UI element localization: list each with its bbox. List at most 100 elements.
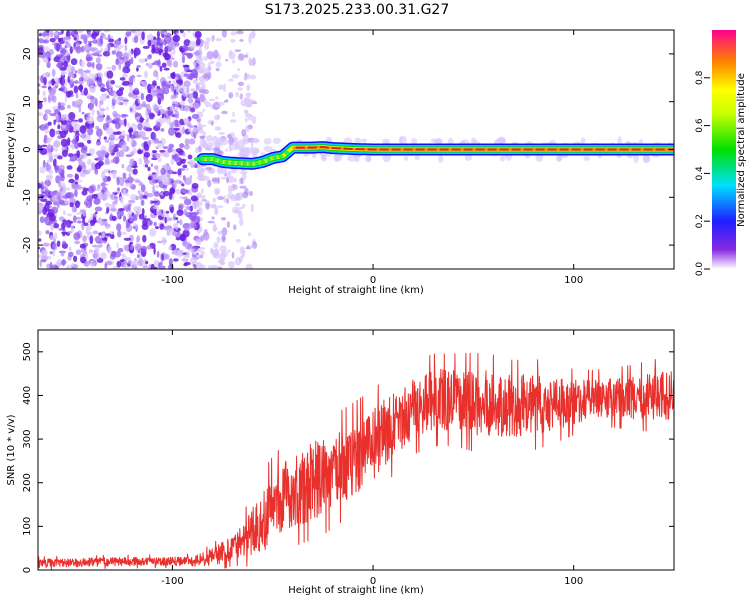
noise-point: [134, 243, 142, 251]
noise-point: [57, 203, 60, 209]
noise-point: [70, 58, 78, 66]
noise-point: [74, 189, 78, 198]
noise-point: [40, 259, 47, 263]
noise-point: [76, 30, 84, 34]
chart-title: S173.2025.233.00.31.G27: [265, 2, 450, 18]
noise-point: [68, 246, 72, 252]
noise-point: [67, 104, 71, 109]
noise-point: [61, 30, 64, 35]
noise-point: [179, 219, 183, 226]
noise-point: [45, 115, 48, 120]
halo-point: [633, 153, 639, 163]
noise-point: [151, 150, 158, 154]
noise-point: [128, 58, 132, 65]
noise-point: [91, 194, 98, 199]
noise-point: [151, 200, 159, 204]
noise-point: [111, 215, 117, 222]
noise-point: [134, 179, 141, 183]
noise-point: [38, 125, 42, 129]
noise-point: [176, 220, 180, 224]
noise-point: [155, 226, 159, 230]
noise-point: [121, 114, 129, 118]
halo-point: [580, 137, 586, 144]
noise-point: [145, 260, 149, 265]
noise-point: [132, 168, 138, 175]
noise-point: [141, 136, 149, 140]
noise-point: [238, 256, 243, 263]
noise-point: [41, 32, 47, 37]
noise-point: [220, 176, 227, 180]
track-blob: [236, 161, 242, 166]
halo-point: [438, 155, 444, 163]
noise-point: [134, 30, 142, 38]
noise-point: [64, 198, 69, 205]
noise-point: [49, 37, 56, 43]
noise-point: [66, 165, 73, 170]
noise-point: [190, 220, 194, 227]
noise-point: [99, 99, 104, 106]
noise-point: [163, 67, 170, 71]
noise-point: [248, 59, 257, 66]
noise-point: [92, 252, 98, 259]
noise-point: [112, 110, 118, 118]
noise-point: [39, 147, 48, 156]
noise-point: [182, 44, 188, 52]
noise-point: [130, 30, 136, 34]
noise-point: [94, 30, 102, 33]
track-blob: [266, 157, 272, 162]
noise-point: [197, 248, 201, 253]
noise-point: [226, 176, 229, 184]
noise-point: [168, 80, 172, 84]
spectrogram-y-tick-label: 0: [22, 146, 33, 152]
noise-point: [215, 96, 219, 100]
noise-point: [156, 208, 162, 216]
noise-point: [46, 255, 52, 260]
noise-point: [116, 118, 121, 122]
noise-point: [38, 112, 44, 117]
noise-point: [116, 176, 120, 186]
noise-point: [118, 135, 125, 140]
noise-point: [182, 32, 186, 38]
noise-point: [103, 150, 108, 156]
noise-point: [243, 75, 247, 81]
halo-point: [435, 138, 442, 145]
noise-point: [142, 45, 150, 49]
noise-point: [97, 184, 101, 190]
noise-point: [232, 59, 236, 64]
noise-point: [168, 259, 174, 265]
noise-point: [155, 169, 160, 176]
noise-point: [161, 236, 167, 246]
noise-point: [82, 210, 87, 217]
noise-point: [65, 223, 71, 228]
noise-point: [77, 80, 84, 85]
noise-point: [177, 174, 183, 178]
noise-point: [184, 104, 190, 113]
noise-point: [196, 65, 202, 73]
noise-point: [156, 250, 160, 258]
noise-point: [84, 69, 92, 74]
noise-scatter: [38, 30, 674, 269]
noise-point: [91, 108, 95, 116]
noise-point: [91, 162, 96, 171]
noise-point: [218, 252, 226, 261]
noise-point: [137, 249, 141, 254]
noise-point: [170, 227, 174, 232]
noise-point: [105, 127, 114, 135]
track-blob: [260, 159, 266, 164]
colorbar-ticks: 0.0 0.2 0.4 0.6 0.8: [695, 70, 710, 276]
noise-point: [126, 193, 129, 197]
noise-point: [109, 230, 114, 235]
noise-point: [119, 179, 125, 187]
noise-point: [225, 198, 230, 204]
noise-point: [239, 185, 247, 189]
noise-point: [160, 167, 166, 175]
spectrogram-x-label: Height of straight line (km): [288, 285, 424, 296]
snr-y-tick-label: 100: [22, 517, 33, 536]
noise-point: [60, 114, 66, 119]
noise-point: [94, 168, 99, 175]
noise-point: [100, 87, 107, 92]
noise-point: [123, 237, 132, 241]
noise-point: [80, 153, 85, 160]
noise-point: [144, 157, 148, 161]
